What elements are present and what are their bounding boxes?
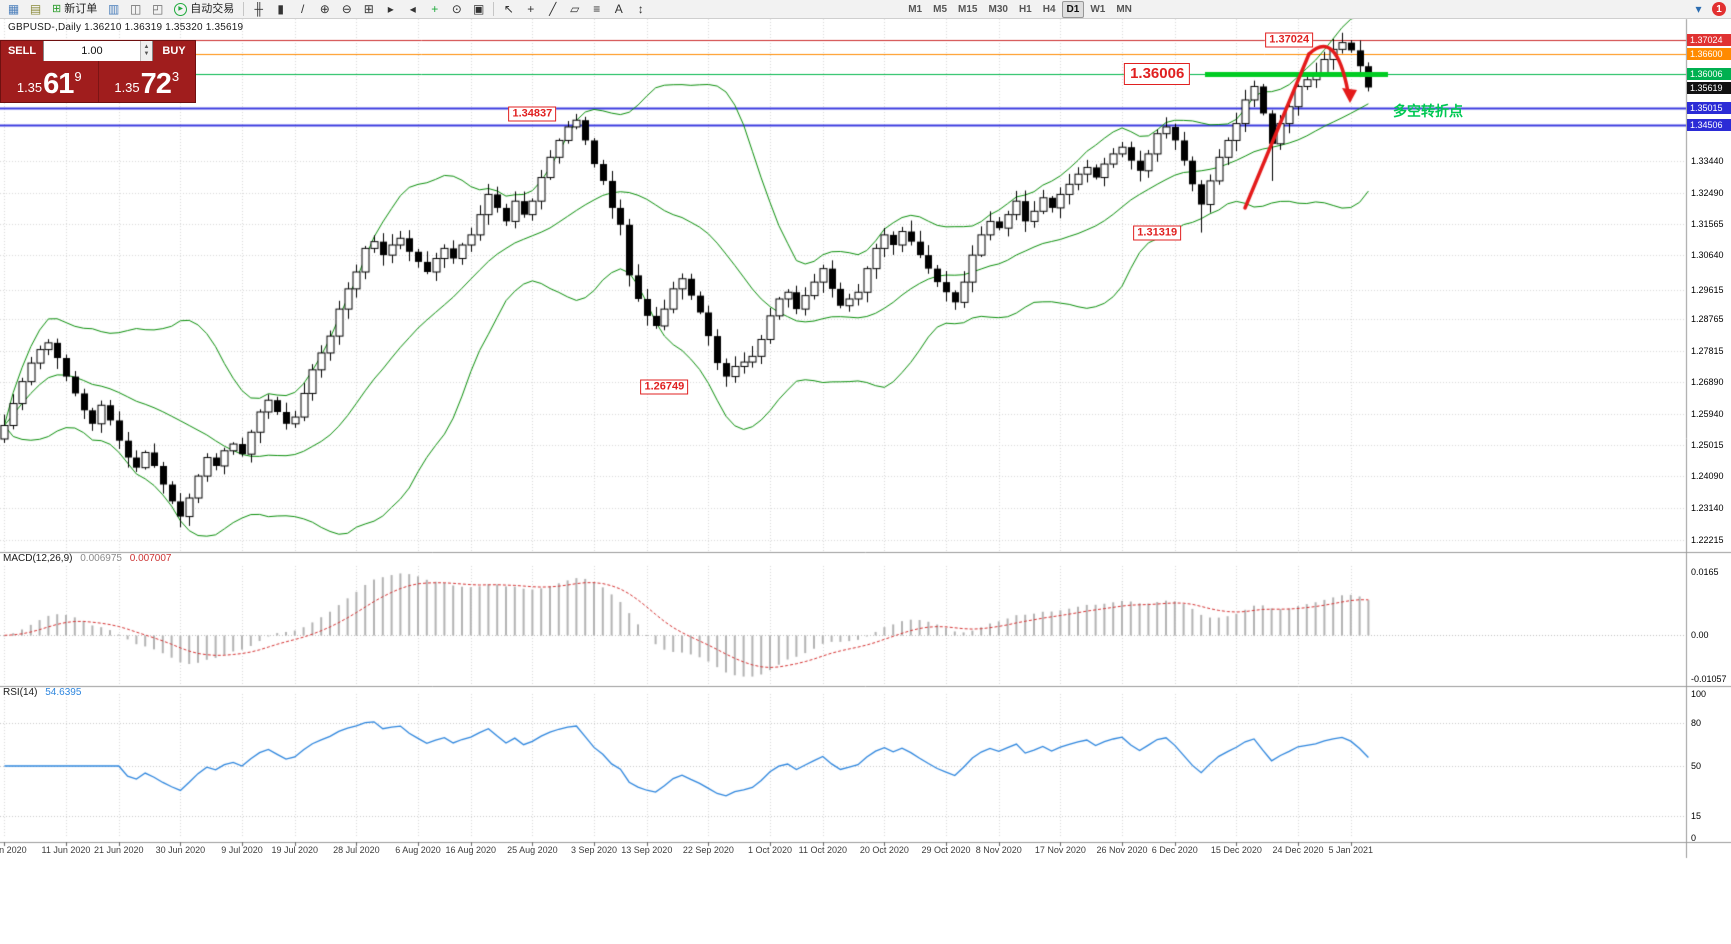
alerts-dropdown-icon[interactable]: ▾	[1695, 2, 1702, 16]
buy-button[interactable]: BUY	[153, 41, 195, 61]
buy-price-big: 72	[140, 68, 172, 100]
charts-icon[interactable]: ▥	[108, 2, 120, 16]
lot-increase-button[interactable]: ▲	[143, 44, 150, 50]
timeframe-M1[interactable]: M1	[908, 3, 923, 15]
macd-indicator-label: MACD(12,26,9) 0.006975 0.007007	[3, 553, 171, 564]
terminal-icon[interactable]: ◰	[152, 2, 164, 16]
profiles-icon[interactable]: ▤	[29, 2, 42, 16]
lot-size-control: ▲ ▼	[43, 41, 153, 61]
timeframe-M15[interactable]: M15	[958, 3, 978, 15]
turning-point-label: 多空转折点	[1393, 103, 1463, 119]
macd-main-value: 0.006975	[80, 553, 122, 564]
fibonacci-icon[interactable]: ≡	[593, 2, 601, 16]
bar-chart-icon[interactable]: ╫	[254, 2, 263, 16]
template-icon[interactable]: ▣	[473, 2, 485, 16]
zoom-out-icon[interactable]: ⊖	[341, 2, 352, 16]
rsi-indicator-label: RSI(14) 54.6395	[3, 687, 81, 698]
lot-size-input[interactable]	[44, 41, 140, 61]
sell-price-big: 61	[43, 68, 74, 100]
candlestick-chart-icon[interactable]: ▮	[277, 2, 285, 16]
new-order-label: 新订单	[64, 3, 98, 15]
strategy-tester-icon[interactable]: ◫	[130, 2, 142, 16]
crosshair-icon[interactable]: +	[527, 2, 535, 16]
toolbar-separator	[243, 2, 245, 16]
new-order-icon: ⊞	[52, 3, 62, 15]
indicators-icon[interactable]: +	[431, 2, 439, 16]
timeframe-D1[interactable]: D1	[1061, 0, 1085, 18]
toolbar-separator	[493, 2, 495, 16]
timeframe-H1[interactable]: H1	[1018, 3, 1032, 15]
toolbar: ▦ ▤ ⊞ 新订单 ▥ ◫ ◰ ▶ 自动交易 ╫ ▮ / ⊕ ⊖ ⊞ ▸ ◂ + ⊙ ▣ ↖ + ╱ ▱ ≡ A ↕ …	[0, 0, 1731, 19]
line-chart-icon[interactable]: /	[301, 2, 305, 16]
buy-price-pip: 3	[171, 69, 180, 84]
chart-window-icon[interactable]: ▦	[7, 2, 20, 16]
trendline-icon[interactable]: ╱	[549, 2, 557, 16]
new-order-button[interactable]: ⊞ 新订单	[47, 1, 102, 17]
one-click-trade-panel: SELL ▲ ▼ BUY 1.35 61 9 1.35 72 3	[0, 40, 196, 103]
sell-price-pip: 9	[74, 69, 82, 84]
arrows-icon[interactable]: ↕	[637, 2, 644, 16]
text-icon[interactable]: A	[614, 2, 623, 16]
timeframe-M5[interactable]: M5	[933, 3, 948, 15]
auto-trading-label: 自动交易	[190, 3, 235, 15]
periods-icon[interactable]: ⊙	[451, 2, 462, 16]
chart-ohlc-line: GBPUSD-,Daily 1.36210 1.36319 1.35320 1.…	[8, 22, 244, 33]
timeframe-group: M1 M5 M15 M30 H1 H4 D1 W1 MN	[903, 0, 1137, 18]
cursor-icon[interactable]: ↖	[503, 2, 514, 16]
channel-icon[interactable]: ▱	[570, 2, 580, 16]
chart-shift-icon[interactable]: ◂	[409, 2, 416, 16]
macd-signal-value: 0.007007	[129, 553, 172, 564]
macd-title: MACD(12,26,9)	[3, 553, 73, 564]
timeframe-W1[interactable]: W1	[1090, 3, 1106, 15]
notification-badge[interactable]: 1	[1712, 2, 1726, 16]
lot-decrease-button[interactable]: ▼	[143, 51, 150, 57]
rsi-value: 54.6395	[45, 687, 82, 698]
auto-trading-icon: ▶	[174, 2, 188, 16]
rsi-title: RSI(14)	[3, 687, 38, 698]
auto-trading-button[interactable]: ▶ 自动交易	[169, 1, 239, 17]
timeframe-H4[interactable]: H4	[1042, 3, 1056, 15]
auto-scroll-icon[interactable]: ▸	[387, 2, 394, 16]
sell-button[interactable]: SELL	[1, 41, 43, 61]
timeframe-M30[interactable]: M30	[988, 3, 1008, 15]
buy-price-prefix: 1.35	[114, 80, 140, 95]
tile-windows-icon[interactable]: ⊞	[363, 2, 374, 16]
sell-price-prefix: 1.35	[16, 80, 43, 95]
zoom-in-icon[interactable]: ⊕	[319, 2, 330, 16]
buy-price[interactable]: 1.35 72 3	[98, 61, 195, 102]
sell-price[interactable]: 1.35 61 9	[1, 61, 99, 102]
timeframe-MN[interactable]: MN	[1116, 3, 1132, 15]
